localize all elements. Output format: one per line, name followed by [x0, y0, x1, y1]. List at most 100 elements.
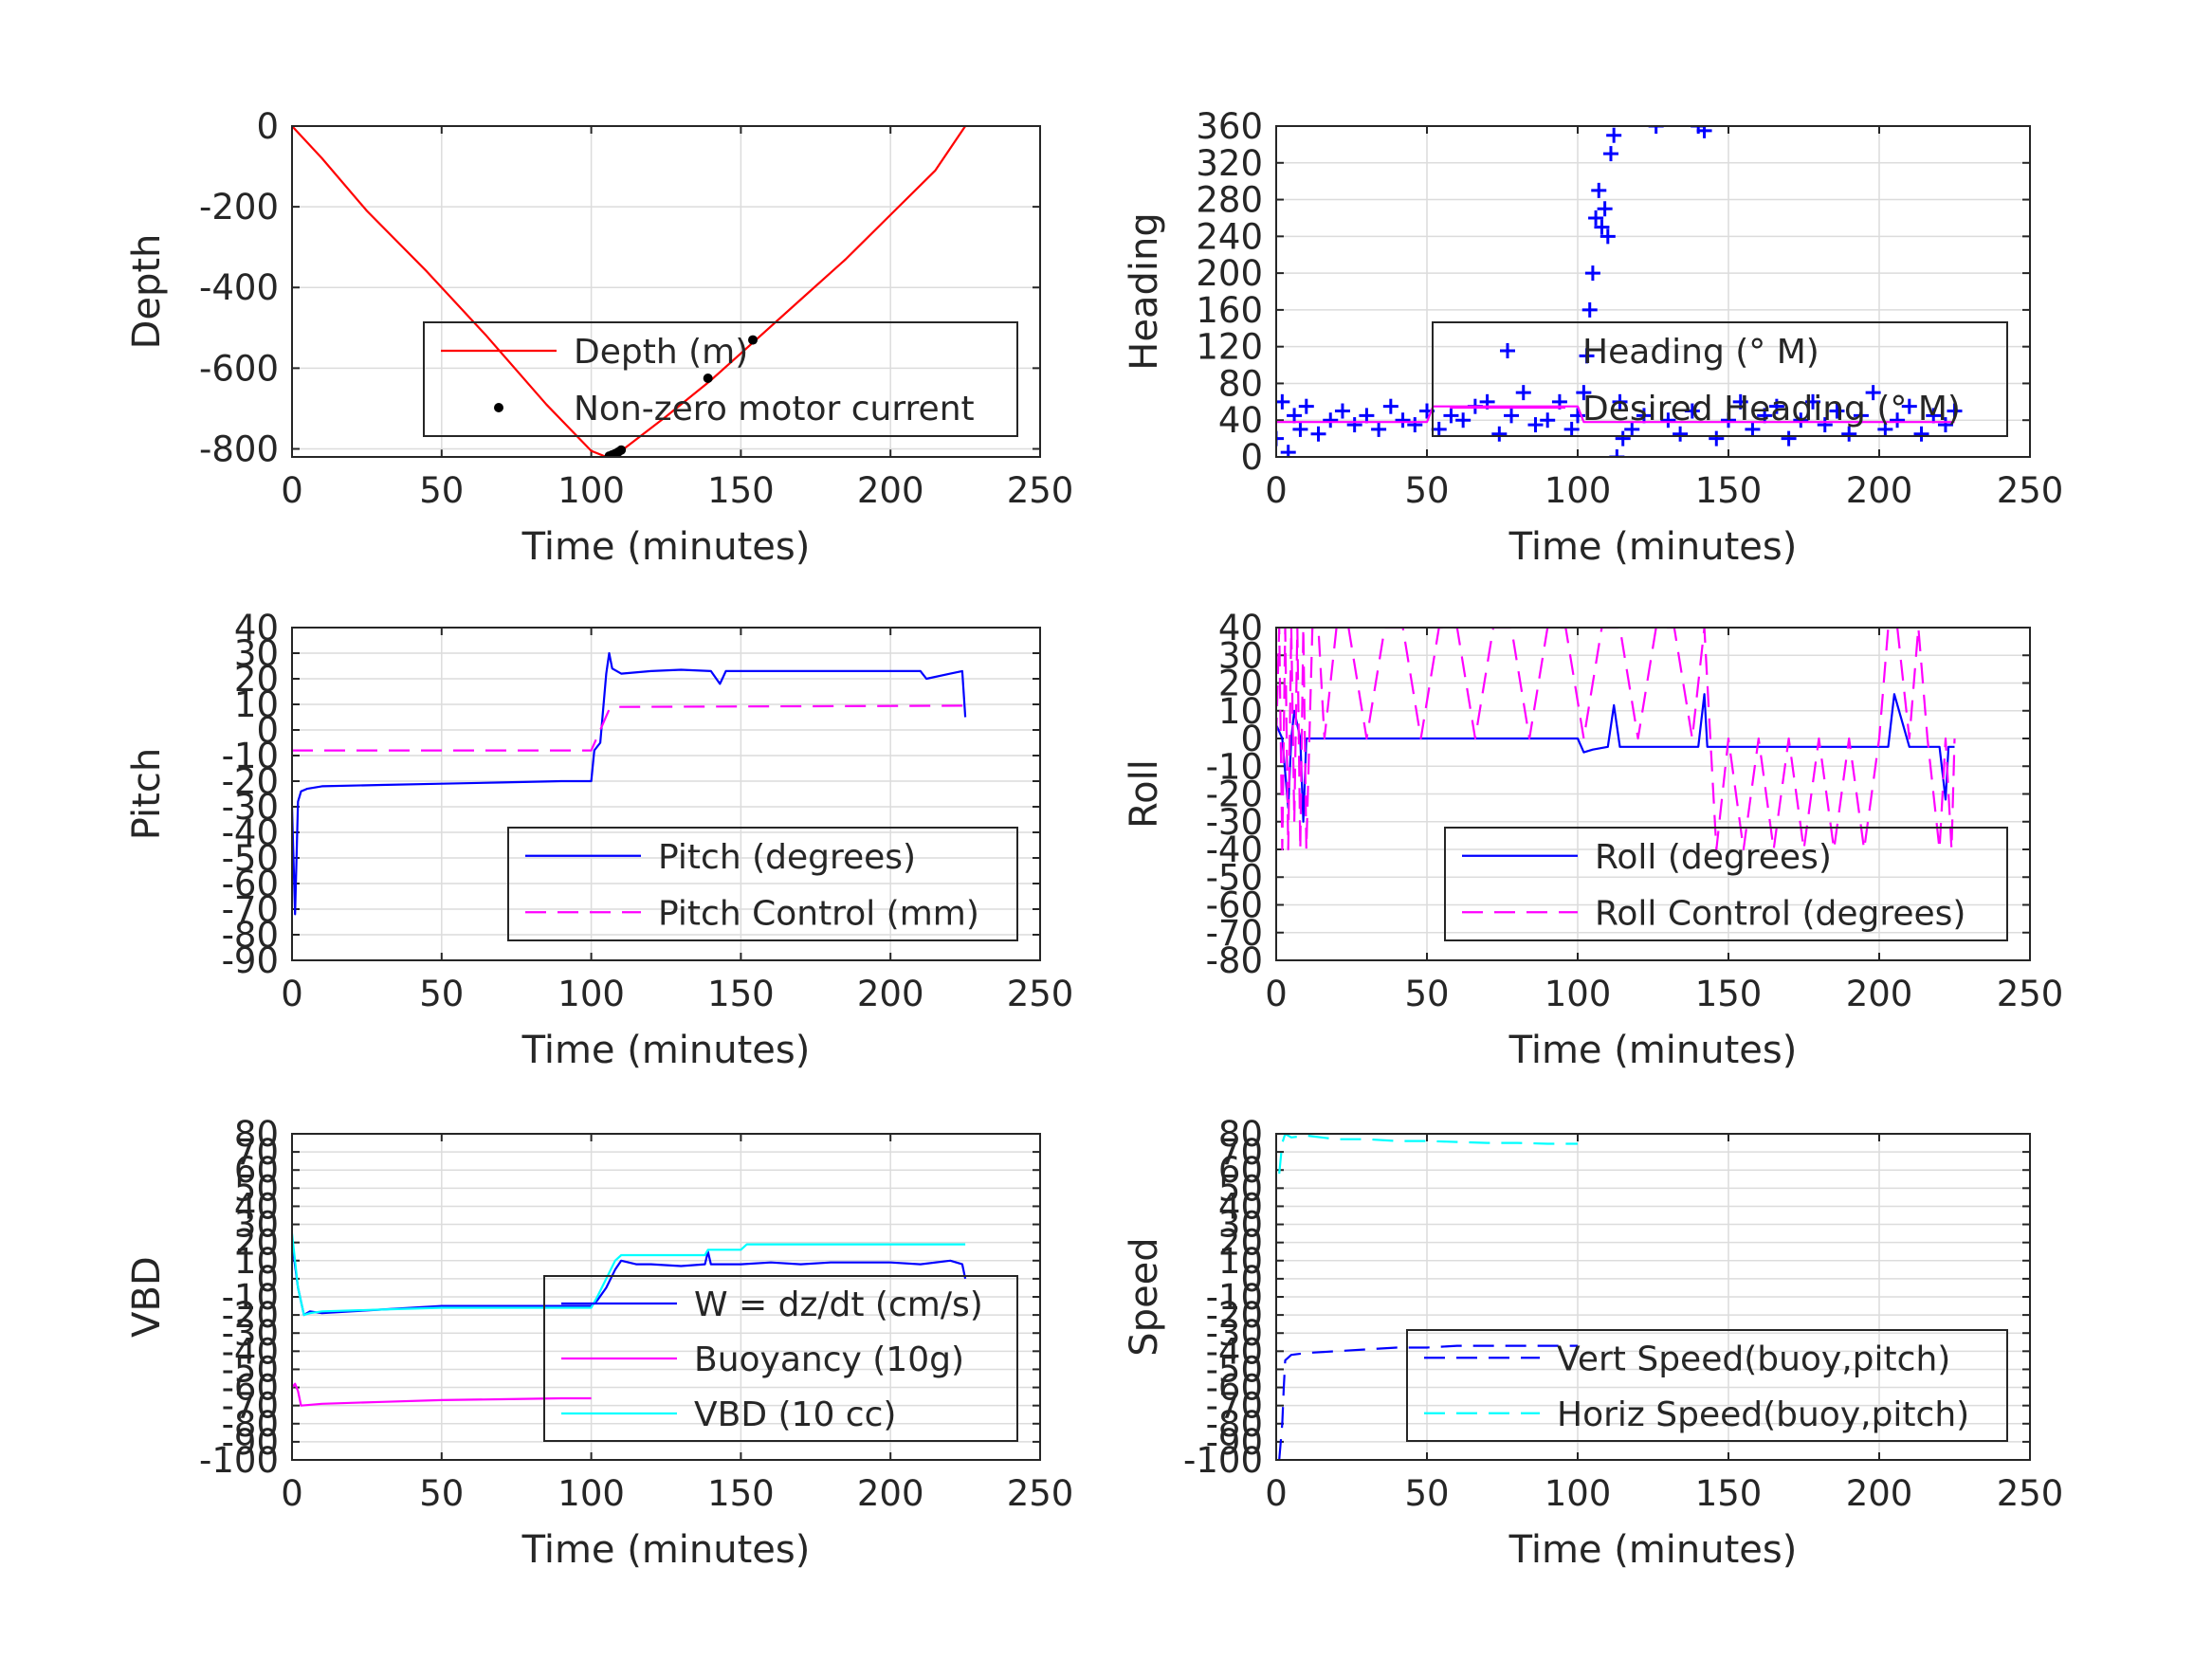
heading-plot-area	[1276, 126, 2030, 457]
heading-series-0-point	[1696, 126, 1712, 138]
x-tick-label: 250	[1007, 974, 1074, 1014]
heading-series-0-point	[1624, 421, 1640, 437]
y-tick-label: -10	[1206, 1277, 1263, 1318]
y-tick-label: -80	[1206, 1404, 1263, 1445]
y-tick-label: 30	[234, 633, 279, 674]
vbd-chart: 0 50 100 150 200 25080706050403020100-10-20-3…	[125, 1114, 1073, 1572]
speed-y-axis-label: Speed	[1123, 1237, 1166, 1356]
heading-series-0-point	[1591, 182, 1607, 198]
y-tick-label: 0	[256, 1259, 279, 1300]
heading-series-0-point	[1491, 426, 1508, 442]
heading-series-1-line	[1276, 405, 1955, 424]
roll-series-1-line	[1276, 628, 1956, 851]
depth-series-1-point	[616, 445, 627, 455]
y-tick-label: -10	[1206, 746, 1263, 787]
legend-box	[507, 827, 1018, 941]
heading-series-0-point	[1455, 412, 1472, 428]
heading-series-0-point	[1745, 421, 1761, 437]
speed-legend: Vert Speed(buoy,pitch) Horiz Speed(buoy,p…	[1406, 1329, 2008, 1442]
heading-series-0-point	[1334, 403, 1350, 419]
heading-series-0-point	[1443, 408, 1459, 424]
heading-series-0-point	[1581, 301, 1598, 318]
x-tick-label: 0	[281, 1473, 303, 1514]
vbd-axes-box	[291, 1133, 1041, 1461]
heading-series-0-point	[1597, 201, 1613, 217]
legend-label: VBD (10 cc)	[694, 1395, 896, 1434]
x-tick-label: 50	[419, 1473, 464, 1514]
y-tick-label: -90	[1206, 1422, 1263, 1463]
y-tick-label: 40	[234, 608, 279, 648]
heading-series-0-point	[1600, 228, 1616, 245]
roll-series-group	[1276, 628, 1956, 851]
y-tick-label: -50	[222, 1349, 279, 1390]
y-tick-label: 10	[234, 684, 279, 725]
x-tick-label: 100	[1545, 1473, 1612, 1514]
y-tick-label: -60	[1206, 885, 1263, 926]
x-tick-label: 200	[857, 1473, 924, 1514]
x-tick-label: 200	[1846, 470, 1913, 511]
legend-label: Pitch (degrees)	[658, 838, 916, 877]
heading-series-0-point	[1276, 430, 1284, 447]
x-tick-label: 50	[1404, 974, 1449, 1014]
depth-axes-box	[291, 125, 1041, 458]
vbd-series-2-line	[292, 1232, 966, 1317]
heading-series-0-point	[1310, 426, 1326, 442]
y-tick-label: -10	[222, 1277, 279, 1318]
heading-series-0-point	[1395, 412, 1411, 428]
legend-label: Desired Heading (° M)	[1582, 390, 1961, 428]
heading-series-0-point	[1576, 385, 1592, 401]
heading-x-axis-label: Time (minutes)	[1508, 525, 1798, 569]
y-tick-label: 0	[1240, 719, 1263, 759]
roll-series-0-line	[1276, 693, 1955, 823]
y-tick-label: 40	[1218, 400, 1263, 441]
heading-series-0-point	[1584, 265, 1600, 282]
y-tick-label: -50	[1206, 857, 1263, 898]
roll-legend: Roll (degrees) Roll Control (degrees)	[1444, 827, 2008, 941]
vbd-y-axis-label: VBD	[125, 1256, 169, 1338]
y-tick-label: 30	[1218, 635, 1263, 676]
heading-series-0-point	[1540, 412, 1556, 428]
heading-series-0-point	[1768, 398, 1784, 414]
y-tick-label: 80	[1218, 1114, 1263, 1155]
heading-series-0-point	[1901, 398, 1917, 414]
heading-series-0-point	[1298, 398, 1314, 414]
y-tick-label: 40	[1218, 608, 1263, 648]
x-tick-label: 0	[281, 470, 303, 511]
y-tick-label: 50	[1218, 1168, 1263, 1209]
x-tick-label: 100	[558, 1473, 625, 1514]
heading-series-0-point	[1721, 412, 1736, 428]
heading-series-0-point	[1648, 126, 1664, 134]
legend-label: Roll Control (degrees)	[1595, 894, 1965, 933]
heading-series-0-point	[1579, 348, 1595, 364]
x-tick-label: 250	[1997, 974, 2064, 1014]
heading-series-0-point	[1287, 408, 1303, 424]
legend-box	[1432, 321, 2008, 437]
speed-series-0-line	[1278, 1344, 1578, 1460]
heading-series-0-point	[1346, 417, 1362, 433]
y-tick-label: 30	[234, 1205, 279, 1246]
heading-series-0-point	[1359, 408, 1375, 424]
y-tick-label: -90	[222, 1422, 279, 1463]
legend-swatch	[1500, 343, 1515, 358]
x-tick-label: 250	[1997, 1473, 2064, 1514]
heading-chart: 0 50 100 150 200 2500408012016020024028032036…	[1123, 106, 2063, 569]
pitch-plot-area	[292, 628, 1040, 960]
speed-chart: 0 50 100 150 200 25080706050403020100-10-20-3…	[1123, 1114, 2063, 1572]
y-tick-label: 50	[234, 1168, 279, 1209]
speed-x-axis-label: Time (minutes)	[1508, 1528, 1798, 1572]
y-tick-label: 0	[256, 710, 279, 751]
pitch-chart: 0 50 100 150 200 250403020100-10-20-30-40-50-…	[125, 608, 1073, 1072]
y-tick-label: 10	[234, 1241, 279, 1282]
y-tick-label: -20	[1206, 1295, 1263, 1336]
heading-series-0-point	[1615, 430, 1631, 447]
pitch-legend: Pitch (degrees) Pitch Control (mm)	[507, 827, 1018, 941]
x-tick-label: 150	[707, 974, 775, 1014]
y-tick-label: 70	[234, 1132, 279, 1173]
heading-series-0-point	[1877, 421, 1893, 437]
pitch-axes-box	[291, 627, 1041, 961]
y-tick-label: 0	[1240, 1259, 1263, 1300]
y-tick-label: 320	[1196, 143, 1263, 184]
y-tick-label: -30	[1206, 1313, 1263, 1354]
speed-axes-box	[1275, 1133, 2031, 1461]
y-tick-label: -60	[1206, 1368, 1263, 1409]
